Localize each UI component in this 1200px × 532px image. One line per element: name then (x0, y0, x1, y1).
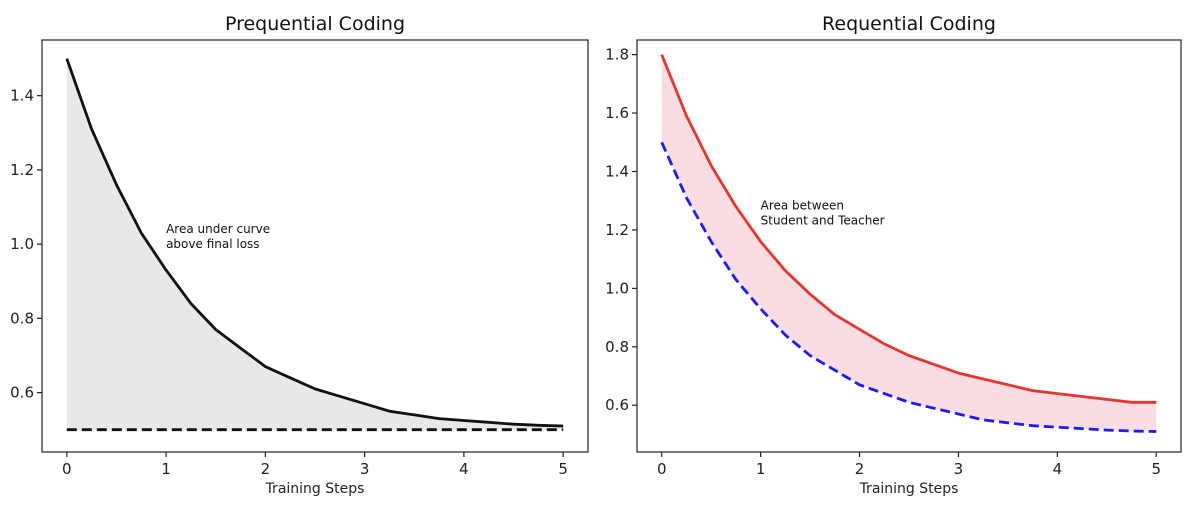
y-tick-label: 1.0 (605, 279, 629, 297)
x-tick-label: 3 (360, 460, 370, 478)
fill-area (661, 54, 1157, 432)
y-tick-label: 1.2 (605, 221, 629, 239)
y-tick-label: 1.4 (10, 87, 34, 105)
plot-frame (41, 39, 589, 453)
x-tick-label: 4 (459, 460, 469, 478)
x-axis-label: Training Steps (859, 481, 959, 497)
annotation-text: Area under curve (166, 222, 270, 236)
annotation-text: Student and Teacher (761, 213, 885, 227)
series-line-2 (660, 141, 1157, 433)
chart-title: Prequential Coding (225, 13, 405, 35)
annotation-text: Area between (761, 198, 844, 212)
x-tick-label: 5 (558, 460, 568, 478)
chart-title: Requential Coding (822, 13, 996, 35)
plot-frame (636, 39, 1182, 453)
y-tick-label: 0.8 (10, 309, 34, 327)
y-tick-label: 0.6 (605, 396, 629, 414)
x-tick-label: 2 (855, 460, 865, 478)
x-tick-label: 2 (261, 460, 271, 478)
y-tick-label: 1.8 (605, 46, 629, 64)
chart-panel-1: 0 1 2 3 4 5 0.6 0.8 1.0 1.2 1.4 Prequential Coding T… (10, 13, 589, 497)
y-tick-label: 0.6 (10, 384, 34, 402)
x-tick-label: 1 (161, 460, 171, 478)
annotation-text: above final loss (166, 237, 259, 251)
y-tick-label: 1.2 (10, 161, 34, 179)
fill-area (66, 58, 564, 430)
chart-panel-2: 0 1 2 3 4 5 0.6 0.8 1.0 1.2 1.4 1.6 1.8 Requential Co… (605, 13, 1182, 497)
series-line-1 (65, 58, 564, 428)
y-tick-label: 1.4 (605, 162, 629, 180)
x-tick-label: 0 (657, 460, 667, 478)
x-tick-label: 1 (756, 460, 766, 478)
x-tick-label: 4 (1053, 460, 1063, 478)
series-line-1 (660, 54, 1157, 404)
y-tick-label: 1.6 (605, 104, 629, 122)
x-tick-label: 3 (954, 460, 964, 478)
x-tick-label: 0 (62, 460, 72, 478)
y-tick-label: 0.8 (605, 338, 629, 356)
y-tick-label: 1.0 (10, 235, 34, 253)
x-tick-label: 5 (1151, 460, 1161, 478)
x-axis-label: Training Steps (265, 481, 365, 497)
